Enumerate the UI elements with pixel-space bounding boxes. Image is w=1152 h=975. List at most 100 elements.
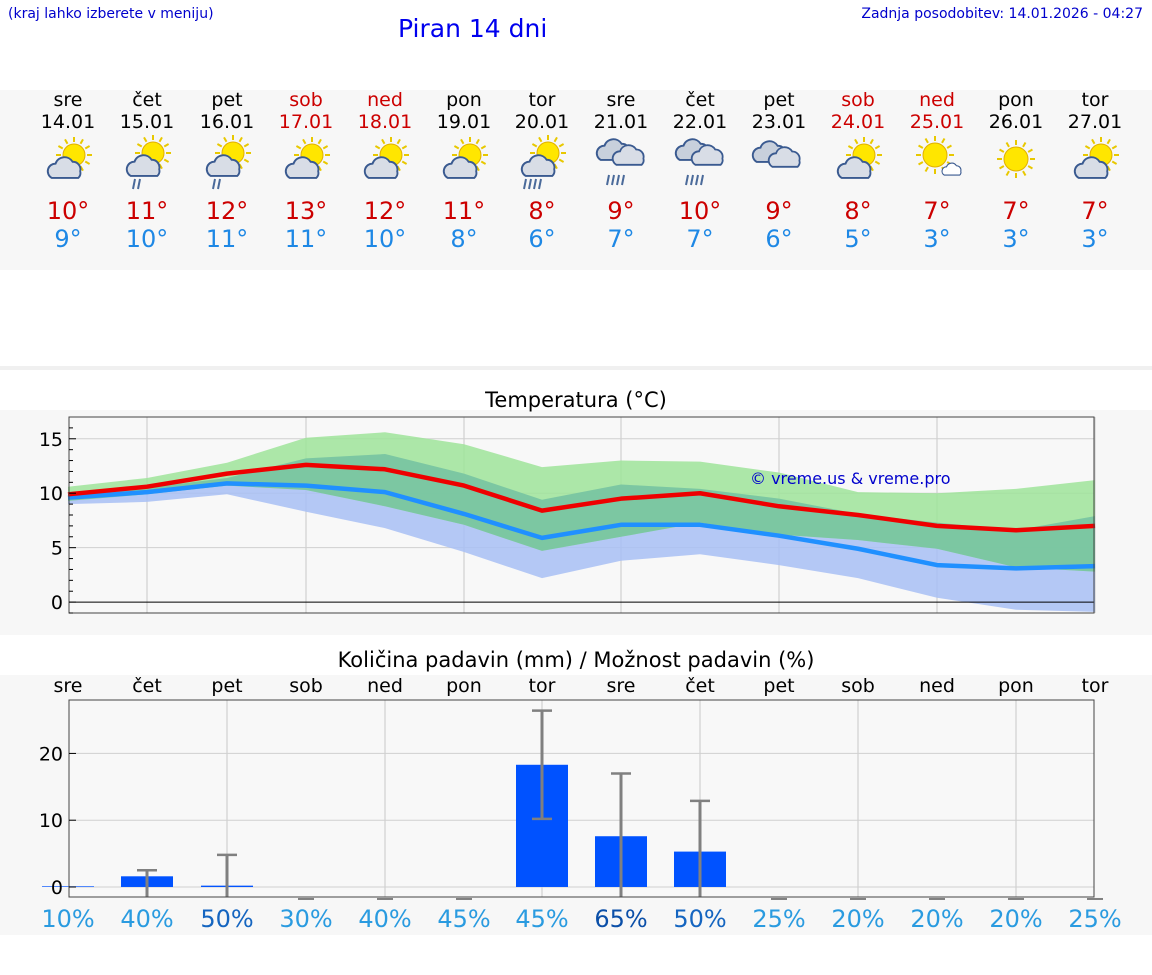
plot-area	[69, 700, 1094, 897]
y-tick-label: 10	[39, 483, 63, 505]
day-name: sre	[606, 89, 636, 111]
sun-small-cloud-icon	[897, 133, 977, 197]
day-date: 24.01	[830, 111, 886, 133]
day-name: tor	[528, 89, 556, 111]
day-column: pet 23.01 9° 6°	[739, 89, 819, 253]
day-column: pon 19.01 11° 8°	[424, 89, 504, 253]
precip-probability: 20%	[910, 905, 963, 933]
precip-probability: 20%	[831, 905, 884, 933]
precip-probability: 45%	[437, 905, 490, 933]
temp-min: 7°	[686, 225, 714, 253]
cloud-rain-icon	[660, 133, 740, 197]
day-name: pet	[211, 89, 243, 111]
temperature-chart-title: Temperatura (°C)	[485, 388, 667, 412]
day-name: ned	[919, 89, 955, 111]
day-label: čet	[685, 675, 715, 697]
temp-max: 10°	[46, 197, 90, 225]
day-date: 19.01	[436, 111, 492, 133]
page-title: Piran 14 dni	[398, 14, 548, 43]
sun-cloud-icon	[345, 133, 425, 197]
tmin-line	[67, 481, 1096, 571]
day-date: 26.01	[988, 111, 1044, 133]
overlap-band	[68, 454, 1095, 572]
day-label: pet	[211, 675, 242, 697]
temp-min: 8°	[450, 225, 478, 253]
temp-max: 9°	[765, 197, 793, 225]
day-column: pet 16.01 12° 11°	[187, 89, 267, 253]
precip-probability: 25%	[752, 905, 805, 933]
precip-probability: 30%	[279, 905, 332, 933]
precip-probability: 40%	[358, 905, 411, 933]
day-name: sob	[841, 89, 875, 111]
temp-min: 10°	[363, 225, 407, 253]
temp-max: 7°	[923, 197, 951, 225]
temp-max: 7°	[1081, 197, 1109, 225]
temp-min: 3°	[1002, 225, 1030, 253]
day-name: ned	[367, 89, 403, 111]
day-column: ned 25.01 7° 3°	[897, 89, 977, 253]
temp-min: 7°	[607, 225, 635, 253]
day-column: sob 17.01 13° 11°	[266, 89, 346, 253]
y-tick-label: 5	[51, 538, 63, 560]
temp-max: 8°	[528, 197, 556, 225]
precip-probability: 50%	[673, 905, 726, 933]
temp-min: 6°	[528, 225, 556, 253]
temp-max: 9°	[607, 197, 635, 225]
cloud-icon	[739, 133, 819, 197]
day-column: tor 20.01 8° 6°	[502, 89, 582, 253]
day-date: 16.01	[199, 111, 255, 133]
day-date: 15.01	[119, 111, 175, 133]
precip-probability: 65%	[594, 905, 647, 933]
y-tick-label: 10	[39, 810, 63, 832]
day-label: sob	[289, 675, 323, 697]
temp-min: 11°	[284, 225, 328, 253]
temp-min: 3°	[1081, 225, 1109, 253]
temp-max: 13°	[284, 197, 328, 225]
day-label: čet	[132, 675, 162, 697]
sun-cloud-icon	[1055, 133, 1135, 197]
day-column: sre 21.01 9° 7°	[581, 89, 661, 253]
precipitation-chart-title: Količina padavin (mm) / Možnost padavin …	[337, 648, 815, 672]
y-tick-label: 0	[51, 592, 63, 614]
forecast-band	[0, 90, 1152, 270]
day-name: čet	[685, 89, 715, 111]
day-column: sob 24.01 8° 5°	[818, 89, 898, 253]
day-name: sob	[289, 89, 323, 111]
day-date: 27.01	[1067, 111, 1123, 133]
precip-probability: 40%	[120, 905, 173, 933]
precip-bar	[42, 886, 94, 887]
day-name: pon	[998, 89, 1034, 111]
last-updated: Zadnja posodobitev: 14.01.2026 - 04:27	[861, 6, 1143, 22]
sun-cloud-heavy-rain-icon	[502, 133, 582, 197]
day-label: pon	[446, 675, 482, 697]
location-hint: (kraj lahko izberete v meniju)	[8, 6, 214, 22]
day-column: čet 22.01 10° 7°	[660, 89, 740, 253]
day-name: tor	[1081, 89, 1109, 111]
sun-cloud-rain-icon	[187, 133, 267, 197]
y-tick-label: 15	[39, 429, 63, 451]
temp-min: 6°	[765, 225, 793, 253]
temp-min: 11°	[205, 225, 249, 253]
y-tick-label: 20	[39, 743, 63, 765]
day-date: 22.01	[672, 111, 728, 133]
temp-min: 10°	[125, 225, 169, 253]
day-label: pon	[998, 675, 1034, 697]
day-column: čet 15.01 11° 10°	[107, 89, 187, 253]
day-name: čet	[132, 89, 162, 111]
cloud-rain-icon	[581, 133, 661, 197]
day-label: tor	[1082, 675, 1109, 697]
tmax-line	[67, 462, 1096, 533]
day-date: 14.01	[40, 111, 96, 133]
divider	[0, 366, 1152, 370]
day-date: 20.01	[514, 111, 570, 133]
precipitation-chart: sre čet pet sob ned pon tor sre čet pet sob ned pon t…	[39, 675, 1122, 933]
sun-cloud-rain-icon	[107, 133, 187, 197]
precip-probability: 45%	[515, 905, 568, 933]
sun-icon	[976, 133, 1056, 197]
day-label: sre	[54, 675, 83, 697]
precip-probability: 10%	[41, 905, 94, 933]
precip-probability: 25%	[1068, 905, 1121, 933]
day-name: pet	[763, 89, 795, 111]
day-name: pon	[446, 89, 482, 111]
sun-cloud-icon	[28, 133, 108, 197]
